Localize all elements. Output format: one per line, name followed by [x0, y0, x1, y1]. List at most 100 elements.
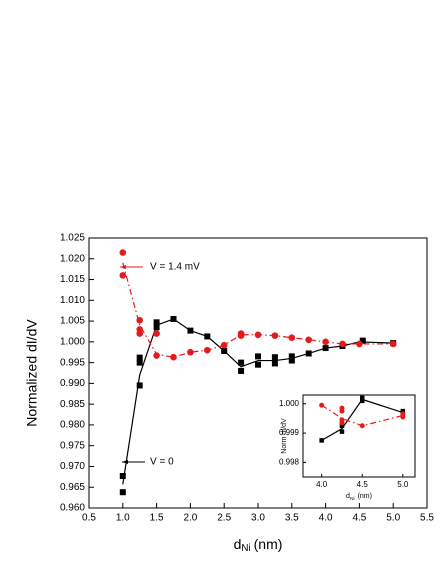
data-point [359, 398, 365, 404]
x-axis-label-sub: Ni [350, 496, 355, 502]
data-point [187, 327, 194, 334]
plot-frame [302, 394, 416, 478]
data-point [339, 340, 346, 348]
data-point [136, 354, 143, 361]
x-axis-label-main: d [234, 536, 242, 552]
annotation-arrowhead [122, 460, 128, 464]
y-tick-label: 1.020 [60, 253, 85, 264]
x-tick-label: 3.5 [285, 513, 299, 524]
data-point [255, 361, 261, 368]
data-point [136, 359, 143, 366]
x-tick-label: 4.5 [357, 480, 369, 489]
x-tick-label: 4.0 [319, 513, 333, 524]
data-point [254, 331, 262, 339]
x-axis-label-unit: (nm) [358, 493, 372, 500]
x-tick-label: 1.5 [150, 513, 164, 524]
data-point [119, 489, 126, 496]
y-tick-label: 0.999 [279, 428, 300, 437]
x-axis-label: dNi (nm) [234, 536, 283, 554]
data-point [204, 333, 211, 340]
data-point [187, 348, 194, 356]
x-axis-label-sub: Ni [241, 543, 250, 554]
data-point [119, 249, 127, 256]
data-point [288, 334, 296, 341]
y-tick-label: 0.970 [60, 461, 85, 472]
data-point [255, 353, 261, 360]
data-point [153, 330, 160, 337]
x-tick-label: 5.0 [397, 480, 409, 489]
y-tick-label: 0.975 [60, 440, 85, 451]
y-tick-label: 1.005 [60, 316, 85, 327]
data-point [359, 423, 365, 429]
y-tick-label: 0.965 [60, 482, 85, 493]
data-point [153, 324, 160, 331]
data-point [339, 408, 345, 414]
x-tick-label: 5.0 [386, 513, 400, 524]
data-point [170, 353, 177, 361]
data-point [288, 353, 295, 360]
data-point [136, 316, 143, 324]
data-line [321, 398, 404, 441]
x-tick-label: 5.5 [420, 513, 434, 524]
x-tick-label: 2.5 [217, 513, 231, 524]
data-point [322, 338, 329, 346]
x-axis-label: dNi (nm) [346, 493, 372, 502]
y-tick-label: 1.015 [60, 274, 85, 285]
data-point [221, 347, 228, 354]
annotation: V = 1.4 mV [150, 262, 200, 273]
data-point [339, 423, 345, 428]
data-point [238, 367, 245, 374]
data-point [389, 340, 397, 348]
x-tick-label: 4.5 [352, 513, 366, 524]
main-chart: 0.5 1.0 1.5 2.0 2.5 3.0 3.5 4.0 4.5 5.0 5.5 0.960 0.… [24, 233, 435, 554]
data-point [204, 346, 211, 354]
data-point [305, 350, 312, 357]
data-point [322, 345, 329, 352]
x-tick-label: 3.0 [251, 513, 265, 524]
y-tick-label: 1.000 [60, 336, 85, 347]
data-point [359, 395, 365, 401]
data-point [319, 402, 325, 408]
data-point [271, 332, 279, 339]
y-tick-label: 0.985 [60, 399, 85, 410]
data-point [339, 420, 345, 426]
y-tick-label: 0.998 [279, 457, 300, 466]
x-tick-label: 0.5 [82, 513, 96, 524]
data-line [122, 318, 394, 485]
data-point [339, 429, 345, 434]
data-point [400, 408, 406, 414]
y-tick-label: 0.995 [60, 357, 85, 368]
y-axis-label: Norm dI/dV [281, 418, 288, 454]
x-axis-label-main: d [346, 493, 350, 500]
data-point [153, 319, 160, 326]
data-point [271, 354, 278, 361]
x-tick-label: 2.0 [183, 513, 197, 524]
y-tick-label: 0.980 [60, 420, 85, 431]
y-tick-label: 1.010 [60, 295, 85, 306]
y-tick-label: 0.960 [60, 503, 85, 514]
data-point [119, 272, 127, 279]
data-point [359, 337, 366, 344]
data-point [136, 382, 143, 389]
x-axis-label-unit: (nm) [254, 536, 283, 552]
y-tick-label: 1.000 [279, 399, 300, 408]
data-point [356, 340, 363, 348]
data-point [153, 352, 160, 359]
y-tick-label: 1.025 [60, 233, 85, 244]
plot-frame [88, 237, 428, 509]
x-tick-label: 4.0 [316, 480, 328, 489]
data-point [136, 330, 143, 337]
data-point [400, 414, 406, 420]
x-tick-label: 1.0 [116, 513, 130, 524]
inset-chart: 4.0 4.5 5.0 0.998 0.999 1.000 Norm dI/dV dNi (nm… [279, 394, 416, 502]
data-point [237, 330, 245, 337]
data-point [319, 438, 324, 443]
y-tick-label: 0.990 [60, 378, 85, 389]
data-point [170, 316, 177, 322]
data-point [238, 359, 245, 366]
data-point [288, 357, 295, 364]
data-point [220, 341, 228, 349]
data-point [305, 336, 313, 344]
